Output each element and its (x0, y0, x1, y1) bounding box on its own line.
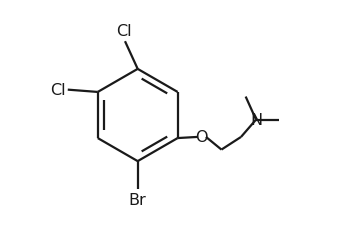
Text: O: O (196, 130, 208, 145)
Text: Br: Br (129, 192, 147, 207)
Text: N: N (250, 113, 262, 128)
Text: Cl: Cl (116, 24, 132, 39)
Text: Cl: Cl (50, 83, 65, 98)
